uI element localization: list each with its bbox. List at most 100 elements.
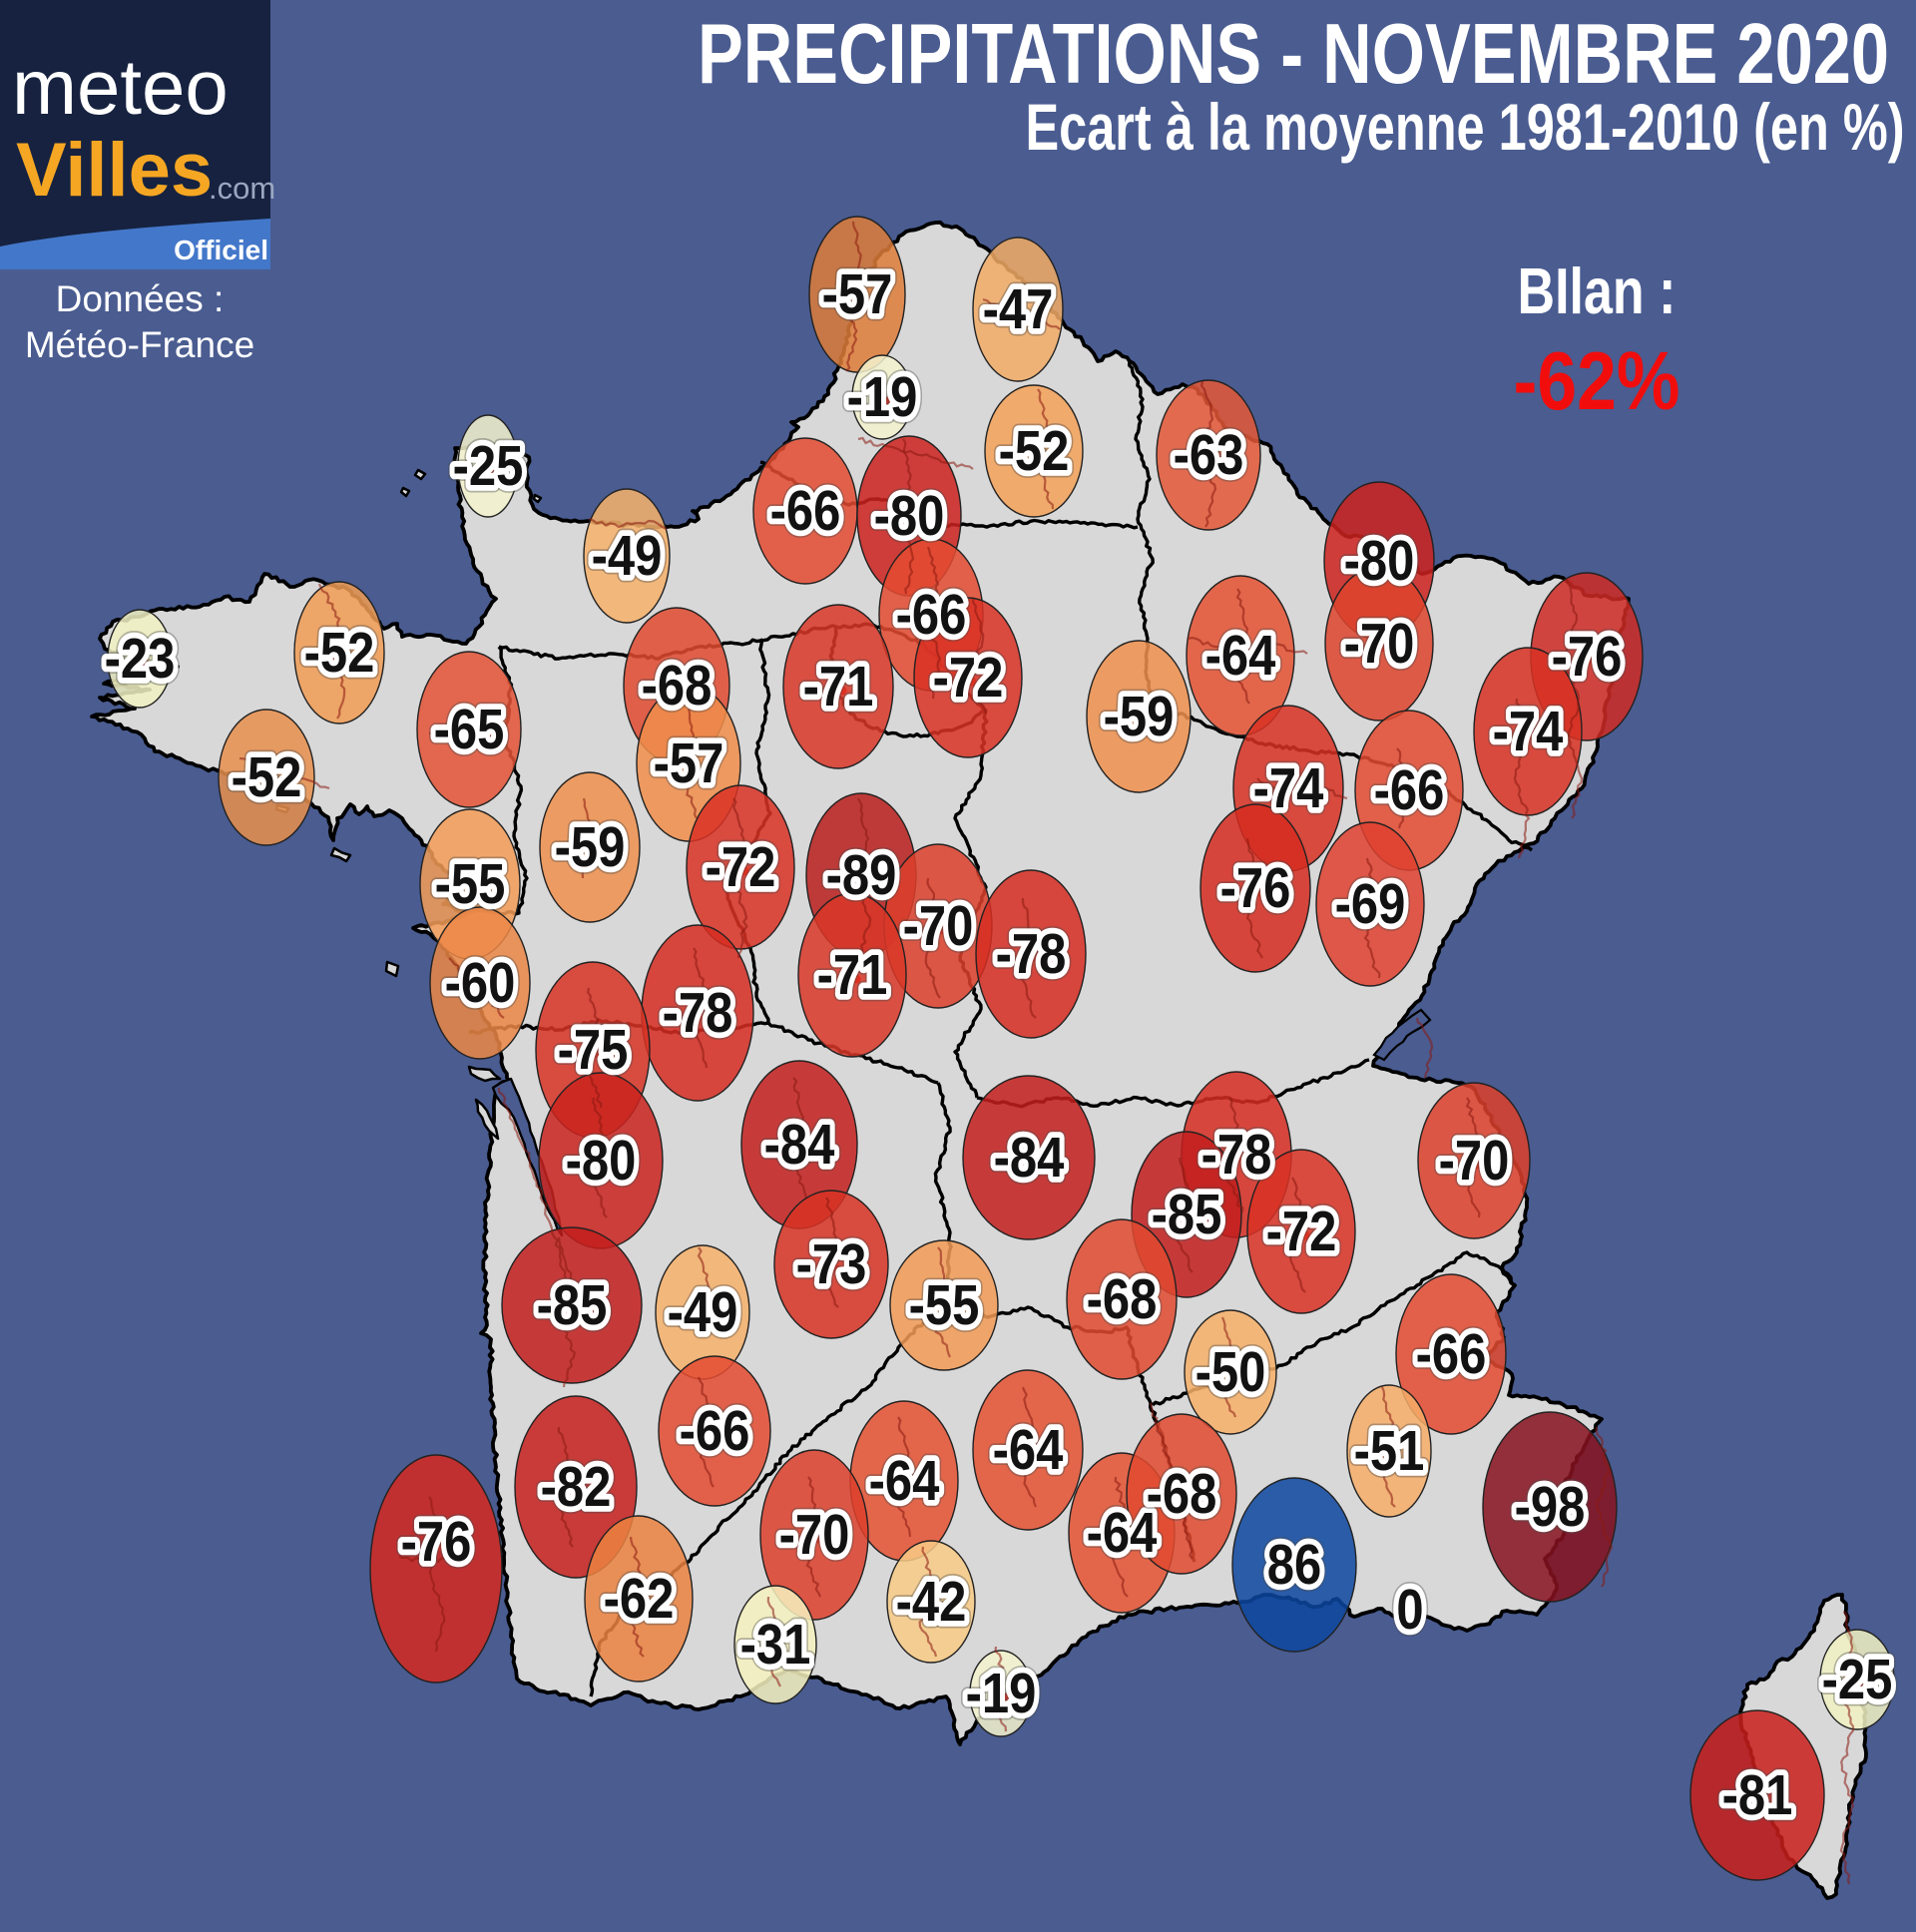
svg-text:-69: -69 xyxy=(1335,873,1406,936)
svg-text:-76: -76 xyxy=(1552,626,1623,689)
svg-text:-64: -64 xyxy=(1087,1502,1158,1565)
svg-text:-69: -69 xyxy=(1335,873,1406,936)
svg-text:-59: -59 xyxy=(1104,686,1175,748)
svg-text:-70: -70 xyxy=(1344,613,1415,676)
svg-text:BIlan :: BIlan : xyxy=(1518,256,1676,328)
svg-text:-68: -68 xyxy=(642,655,713,718)
svg-text:-73: -73 xyxy=(796,1233,867,1296)
svg-text:-74: -74 xyxy=(1253,757,1324,820)
svg-text:-23: -23 xyxy=(105,628,176,691)
svg-text:-63: -63 xyxy=(1174,424,1244,487)
svg-text:-78: -78 xyxy=(996,923,1067,986)
svg-text:-60: -60 xyxy=(445,952,516,1015)
svg-text:-85: -85 xyxy=(1152,1184,1222,1246)
svg-text:-80: -80 xyxy=(566,1130,637,1193)
svg-text:-62: -62 xyxy=(604,1568,675,1631)
svg-text:-57: -57 xyxy=(822,263,893,326)
svg-text:-76: -76 xyxy=(1220,857,1291,920)
svg-text:-68: -68 xyxy=(642,655,713,718)
svg-text:-80: -80 xyxy=(1344,530,1415,593)
svg-text:-68: -68 xyxy=(1147,1463,1217,1526)
svg-text:-62: -62 xyxy=(604,1568,675,1631)
svg-text:-55: -55 xyxy=(435,853,506,916)
svg-text:-47: -47 xyxy=(983,278,1054,341)
svg-text:-81: -81 xyxy=(1722,1764,1793,1827)
svg-text:Villes: Villes xyxy=(16,128,213,213)
svg-text:-47: -47 xyxy=(983,278,1054,341)
svg-text:-51: -51 xyxy=(1354,1420,1425,1483)
svg-text:-49: -49 xyxy=(592,525,663,588)
svg-text:-81: -81 xyxy=(1722,1764,1793,1827)
svg-text:-31: -31 xyxy=(740,1614,811,1677)
svg-text:-89: -89 xyxy=(826,844,897,907)
svg-text:-49: -49 xyxy=(668,1281,738,1344)
svg-text:-64: -64 xyxy=(993,1419,1064,1482)
svg-text:-66: -66 xyxy=(770,480,841,543)
svg-text:-42: -42 xyxy=(896,1571,967,1634)
svg-text:.com: .com xyxy=(209,171,275,206)
svg-text:-84: -84 xyxy=(764,1114,835,1177)
svg-text:-31: -31 xyxy=(740,1614,811,1677)
svg-text:Officiel: Officiel xyxy=(174,235,268,265)
svg-text:-78: -78 xyxy=(1201,1124,1272,1187)
svg-text:-70: -70 xyxy=(779,1504,850,1567)
svg-text:-71: -71 xyxy=(803,656,874,719)
svg-text:-66: -66 xyxy=(680,1400,750,1463)
svg-text:-66: -66 xyxy=(896,584,967,647)
svg-text:-78: -78 xyxy=(996,923,1067,986)
svg-text:-73: -73 xyxy=(796,1233,867,1296)
svg-text:-72: -72 xyxy=(1266,1201,1337,1263)
svg-text:-23: -23 xyxy=(105,628,176,691)
svg-text:-64: -64 xyxy=(869,1450,940,1513)
svg-text:-70: -70 xyxy=(1439,1130,1510,1193)
svg-text:86: 86 xyxy=(1267,1534,1322,1597)
svg-text:-70: -70 xyxy=(903,895,974,958)
svg-text:-85: -85 xyxy=(537,1274,608,1337)
svg-text:-84: -84 xyxy=(764,1114,835,1177)
svg-text:-76: -76 xyxy=(1552,626,1623,689)
svg-text:-52: -52 xyxy=(999,420,1070,483)
svg-text:-89: -89 xyxy=(826,844,897,907)
svg-text:-70: -70 xyxy=(1344,613,1415,676)
svg-text:-19: -19 xyxy=(847,366,918,429)
svg-text:PRECIPITATIONS - NOVEMBRE 2020: PRECIPITATIONS - NOVEMBRE 2020 xyxy=(698,7,1889,102)
svg-text:-78: -78 xyxy=(663,982,733,1045)
svg-text:-66: -66 xyxy=(1416,1323,1487,1386)
svg-text:-64: -64 xyxy=(993,1419,1064,1482)
svg-text:-71: -71 xyxy=(803,656,874,719)
svg-text:Météo-France: Météo-France xyxy=(25,324,254,365)
svg-text:-72: -72 xyxy=(706,836,776,899)
svg-text:-64: -64 xyxy=(869,1450,940,1513)
svg-text:-65: -65 xyxy=(434,699,505,761)
svg-text:-82: -82 xyxy=(541,1456,612,1519)
svg-text:-57: -57 xyxy=(654,732,724,795)
svg-text:-76: -76 xyxy=(1220,857,1291,920)
svg-text:-57: -57 xyxy=(654,732,724,795)
svg-text:-72: -72 xyxy=(1266,1201,1337,1263)
svg-text:-25: -25 xyxy=(1822,1649,1893,1711)
svg-text:Ecart à la moyenne 1981-2010 (: Ecart à la moyenne 1981-2010 (en %) xyxy=(1025,92,1904,165)
svg-text:-66: -66 xyxy=(770,480,841,543)
svg-text:-78: -78 xyxy=(1201,1124,1272,1187)
svg-text:-59: -59 xyxy=(1104,686,1175,748)
svg-text:-50: -50 xyxy=(1196,1341,1266,1404)
svg-text:-82: -82 xyxy=(541,1456,612,1519)
svg-text:-50: -50 xyxy=(1196,1341,1266,1404)
svg-text:-49: -49 xyxy=(668,1281,738,1344)
svg-text:-49: -49 xyxy=(592,525,663,588)
svg-text:-74: -74 xyxy=(1493,701,1564,763)
svg-text:-51: -51 xyxy=(1354,1420,1425,1483)
svg-text:-52: -52 xyxy=(304,622,375,685)
svg-text:-55: -55 xyxy=(435,853,506,916)
svg-text:-66: -66 xyxy=(1416,1323,1487,1386)
svg-text:-78: -78 xyxy=(663,982,733,1045)
svg-text:-74: -74 xyxy=(1493,701,1564,763)
svg-text:-72: -72 xyxy=(933,647,1004,710)
svg-text:-80: -80 xyxy=(874,485,945,548)
svg-text:-64: -64 xyxy=(1087,1502,1158,1565)
svg-text:-59: -59 xyxy=(555,816,626,879)
svg-text:-64: -64 xyxy=(1205,625,1276,688)
svg-text:-52: -52 xyxy=(999,420,1070,483)
svg-text:-63: -63 xyxy=(1174,424,1244,487)
svg-text:-98: -98 xyxy=(1515,1476,1586,1539)
